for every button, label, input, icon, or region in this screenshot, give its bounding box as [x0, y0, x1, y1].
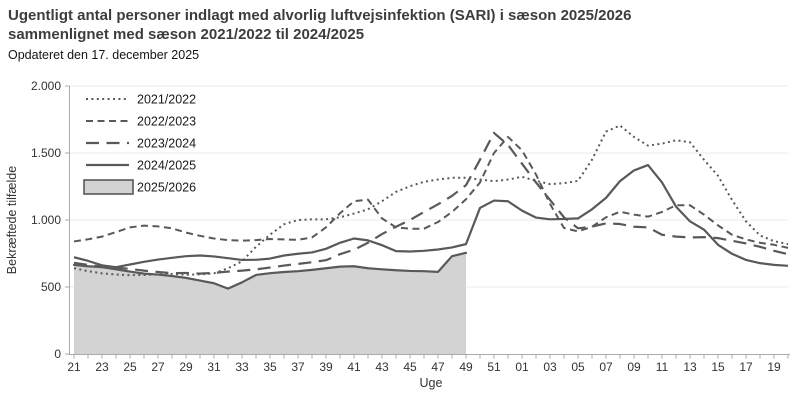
x-tick-label-19: 19 [767, 360, 781, 374]
x-tick-label-09: 09 [627, 360, 641, 374]
x-tick-label-13: 13 [683, 360, 697, 374]
x-tick-label-23: 23 [95, 360, 109, 374]
legend-label: 2023/2024 [137, 137, 196, 151]
series-line-2022-2023 [73, 135, 789, 249]
y-axis-title: Bekræftede tilfælde [5, 166, 19, 274]
legend-item-2025-2026: 2025/2026 [83, 179, 196, 195]
line-series [73, 124, 789, 277]
x-tick-label-21: 21 [67, 360, 81, 374]
area-fill-2025-2026 [74, 252, 466, 354]
legend-label: 2025/2026 [137, 181, 196, 195]
chart-subtitle: Opdateret den 17. december 2025 [8, 48, 200, 62]
x-tick-label-29: 29 [179, 360, 193, 374]
x-tick-label-41: 41 [347, 360, 361, 374]
legend-item-2021-2022: 2021/2022 [86, 93, 196, 107]
area-series-2025-2026 [72, 251, 468, 354]
x-tick-label-47: 47 [431, 360, 445, 374]
legend-item-2023-2024: 2023/2024 [86, 137, 196, 151]
legend: 2021/2022 2022/2023 2023/2024 2024/2025 2025… [83, 93, 196, 195]
x-tick-label-17: 17 [739, 360, 753, 374]
legend-item-2022-2023: 2022/2023 [86, 115, 196, 129]
chart-title-line1: Ugentligt antal personer indlagt med alv… [8, 7, 632, 24]
legend-label: 2021/2022 [137, 93, 196, 107]
x-axis-title: Uge [420, 376, 443, 390]
legend-item-2024-2025: 2024/2025 [86, 159, 196, 173]
y-tick-label-2000: 2.000 [31, 79, 61, 93]
y-tick-label-1000: 1.000 [31, 213, 61, 227]
x-tick-label-51: 51 [487, 360, 501, 374]
y-tick-label-500: 500 [41, 280, 61, 294]
legend-label: 2022/2023 [137, 115, 196, 129]
x-tick-label-27: 27 [151, 360, 165, 374]
x-tick-label-05: 05 [571, 360, 585, 374]
x-tick-label-35: 35 [263, 360, 277, 374]
x-tick-label-01: 01 [515, 360, 529, 374]
area-outline-2025-2026 [72, 251, 468, 290]
x-tick-label-31: 31 [207, 360, 221, 374]
series-line-2023-2024 [73, 131, 789, 275]
x-tick-label-45: 45 [403, 360, 417, 374]
x-tick-label-39: 39 [319, 360, 333, 374]
series-line-2021-2022 [73, 124, 789, 277]
chart-title-line2: sammenlignet med sæson 2021/2022 til 202… [8, 26, 365, 43]
x-tick-label-43: 43 [375, 360, 389, 374]
x-tick-label-07: 07 [599, 360, 613, 374]
x-tick-label-03: 03 [543, 360, 557, 374]
y-tick-label-1500: 1.500 [31, 146, 61, 160]
x-tick-label-33: 33 [235, 360, 249, 374]
x-tick-label-25: 25 [123, 360, 137, 374]
series-line-2024-2025 [73, 163, 789, 269]
x-tick-label-15: 15 [711, 360, 725, 374]
y-tick-label-0: 0 [54, 347, 61, 361]
chart-title: Ugentligt antal personer indlagt med alv… [8, 6, 792, 44]
legend-label: 2024/2025 [137, 159, 196, 173]
x-tick-label-37: 37 [291, 360, 305, 374]
axes: 0 500 1.000 1.500 2.000 21 23 25 27 29 31 33 35 37 39 4… [31, 79, 790, 374]
legend-swatch-area [83, 179, 134, 195]
x-tick-label-11: 11 [656, 360, 669, 374]
x-tick-label-49: 49 [459, 360, 473, 374]
